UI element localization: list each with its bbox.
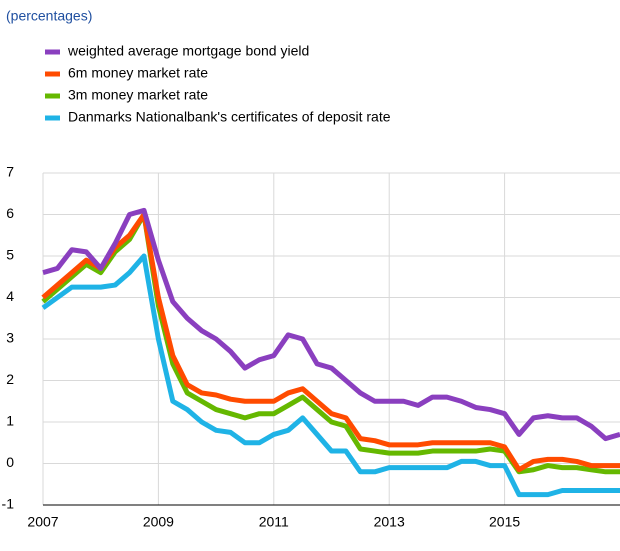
- legend-label: weighted average mortgage bond yield: [67, 43, 309, 59]
- series-line: [41, 253, 620, 498]
- y-tick-label: 7: [6, 164, 14, 180]
- x-tick-label: 2007: [27, 514, 58, 530]
- y-tick-label: 5: [6, 247, 14, 263]
- y-tick-label: 1: [6, 413, 14, 429]
- series-line: [42, 207, 620, 442]
- chart-subtitle: (percentages): [6, 8, 92, 24]
- legend-label: 6m money market rate: [68, 65, 208, 81]
- y-tick-label: 4: [6, 288, 14, 304]
- y-tick-label: -1: [2, 496, 15, 512]
- legend-label: Danmarks Nationalbank's certificates of …: [68, 109, 391, 125]
- x-tick-label: 2009: [143, 514, 174, 530]
- y-tick-label: 6: [6, 205, 14, 221]
- y-tick-label: 3: [6, 330, 14, 346]
- legend-label: 3m money market rate: [68, 87, 208, 103]
- x-tick-label: 2013: [374, 514, 405, 530]
- y-tick-label: 2: [6, 371, 14, 387]
- series-line: [41, 212, 620, 475]
- x-tick-label: 2011: [259, 514, 289, 530]
- series-line: [41, 212, 620, 473]
- x-tick-label: 2015: [489, 514, 520, 530]
- y-tick-label: 0: [6, 454, 14, 470]
